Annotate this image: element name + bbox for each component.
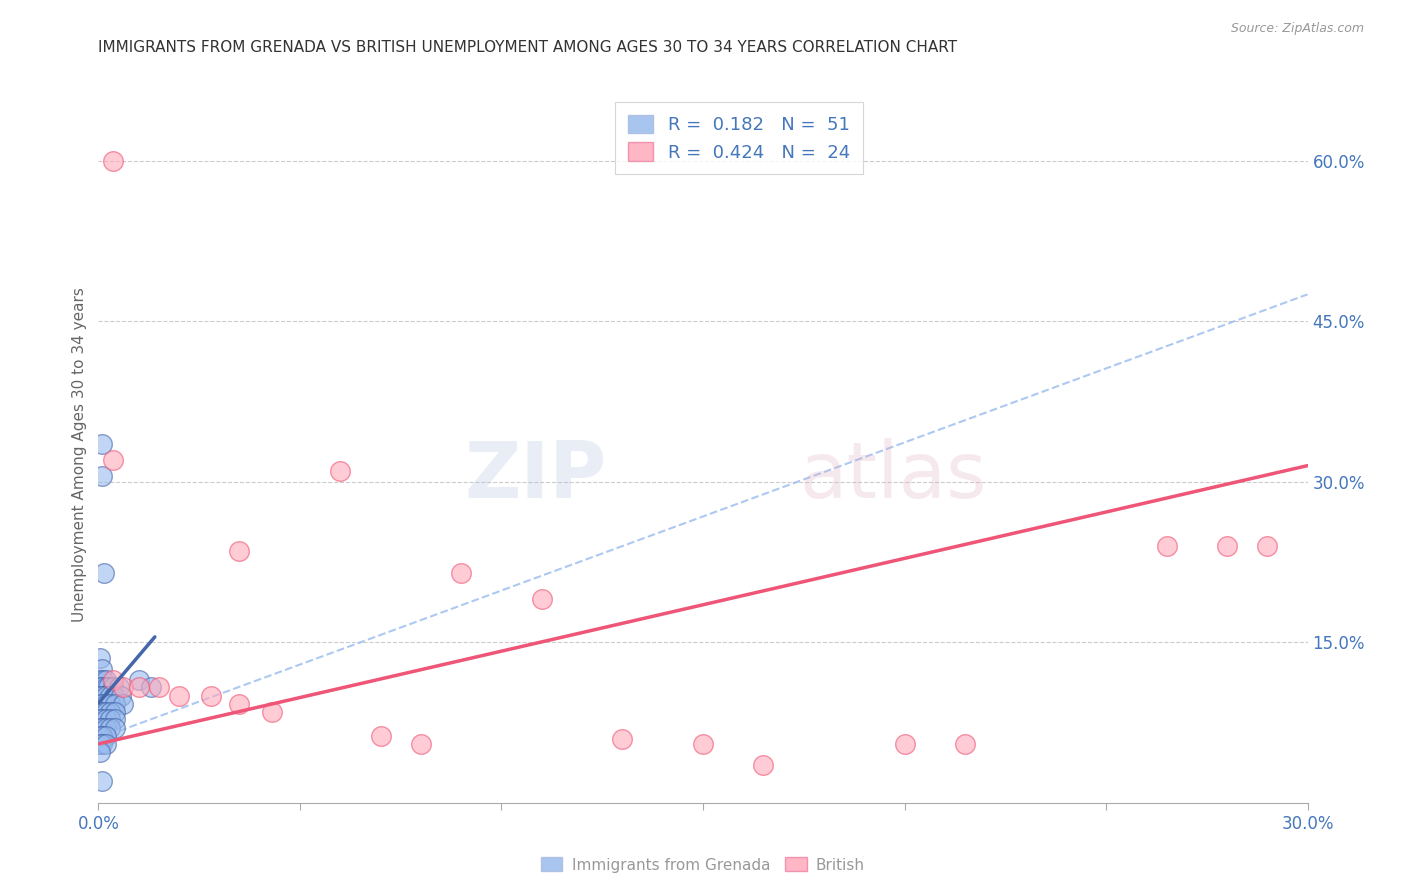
Point [90, 437, 112, 451]
Point [370, 730, 392, 744]
Point [91, 705, 114, 719]
Text: IMMIGRANTS FROM GRENADA VS BRITISH UNEMPLOYMENT AMONG AGES 30 TO 34 YEARS CORREL: IMMIGRANTS FROM GRENADA VS BRITISH UNEMP… [98, 40, 957, 55]
Point [98, 721, 121, 735]
Point [953, 737, 976, 751]
Point [101, 153, 124, 168]
Point [692, 737, 714, 751]
Point [167, 689, 190, 703]
Point [1216, 539, 1239, 553]
Y-axis label: Unemployment Among Ages 30 to 34 years: Unemployment Among Ages 30 to 34 years [72, 287, 87, 623]
Point [89, 737, 111, 751]
Point [89, 651, 111, 665]
Point [1156, 539, 1178, 553]
Point [93, 566, 115, 580]
Point [94, 698, 117, 712]
Point [91, 698, 114, 712]
Point [91, 721, 114, 735]
Point [91, 673, 114, 687]
Point [89, 689, 111, 703]
Point [90, 469, 112, 483]
Point [96, 673, 118, 687]
Point [94, 680, 117, 694]
Point [98, 689, 121, 703]
Point [893, 737, 915, 751]
Point [103, 689, 125, 703]
Point [107, 680, 129, 694]
Point [89, 730, 111, 744]
Point [200, 689, 222, 703]
Point [91, 730, 114, 744]
Point [94, 705, 117, 719]
Point [91, 662, 114, 676]
Point [89, 721, 111, 735]
Point [98, 712, 121, 726]
Point [94, 721, 117, 735]
Point [450, 566, 472, 580]
Point [90, 774, 112, 789]
Point [104, 721, 127, 735]
Text: atlas: atlas [800, 438, 987, 514]
Point [89, 746, 111, 760]
Point [148, 680, 170, 694]
Point [228, 544, 250, 558]
Point [409, 737, 432, 751]
Point [101, 673, 124, 687]
Point [96, 737, 118, 751]
Point [91, 689, 114, 703]
Point [96, 730, 118, 744]
Point [98, 705, 121, 719]
Point [612, 731, 634, 746]
Point [89, 705, 111, 719]
Point [94, 689, 117, 703]
Point [104, 698, 127, 712]
Point [139, 680, 162, 694]
Point [752, 758, 775, 772]
Point [89, 673, 111, 687]
Point [104, 705, 127, 719]
Point [128, 680, 150, 694]
Point [98, 698, 121, 712]
Point [110, 689, 132, 703]
Point [91, 680, 114, 694]
Point [101, 680, 124, 694]
Legend: Immigrants from Grenada, British: Immigrants from Grenada, British [534, 851, 872, 879]
Text: ZIP: ZIP [464, 438, 606, 514]
Point [94, 712, 117, 726]
Point [89, 712, 111, 726]
Point [530, 592, 553, 607]
Point [104, 712, 127, 726]
Point [1256, 539, 1278, 553]
Point [111, 698, 134, 712]
Point [101, 453, 124, 467]
Point [329, 464, 352, 478]
Point [111, 680, 134, 694]
Point [91, 712, 114, 726]
Point [89, 680, 111, 694]
Point [91, 737, 114, 751]
Point [260, 705, 283, 719]
Point [97, 680, 120, 694]
Point [89, 698, 111, 712]
Text: Source: ZipAtlas.com: Source: ZipAtlas.com [1230, 22, 1364, 36]
Point [128, 673, 150, 687]
Point [228, 698, 250, 712]
